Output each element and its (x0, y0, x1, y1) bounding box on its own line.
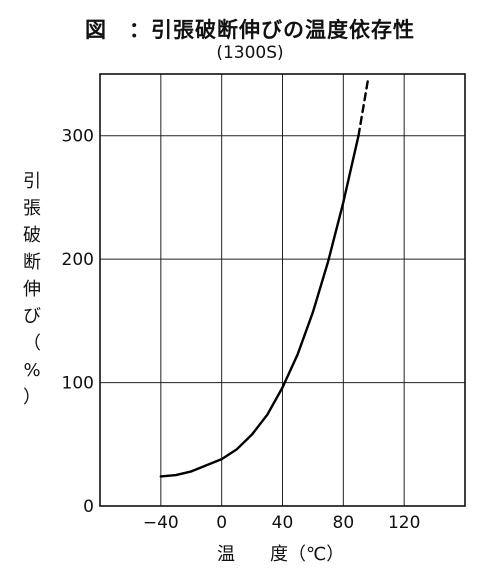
chart-subtitle: (1300S) (216, 43, 284, 63)
y-label-char: び (23, 306, 41, 327)
x-tick-label: −40 (143, 513, 179, 533)
y-label-char: 引 (23, 171, 41, 192)
plot-frame (99, 73, 466, 507)
y-tick-label: 200 (62, 250, 94, 270)
y-axis-label: 引 張 破 断 伸 び （ % ） (20, 168, 44, 411)
y-tick-label: 300 (62, 127, 94, 147)
y-label-char: 断 (23, 252, 41, 273)
x-tick-label: 80 (333, 513, 355, 533)
chart-title: 図 ：引張破断伸びの温度依存性 (85, 18, 415, 42)
y-tick-label: 100 (62, 374, 94, 394)
x-label-part: 温 (217, 544, 235, 565)
y-label-char: 張 (23, 198, 41, 219)
x-tick-label: 0 (216, 513, 227, 533)
series-line (159, 134, 360, 478)
y-label-char: % (23, 360, 41, 381)
y-label-char: 伸 (23, 279, 41, 300)
x-tick-label: 40 (272, 513, 294, 533)
y-label-char: 破 (23, 225, 41, 246)
y-label-char: ） (23, 387, 41, 408)
x-tick-label: 120 (388, 513, 420, 533)
y-label-char: （ (23, 333, 41, 354)
y-tick-label: 0 (83, 497, 94, 517)
extrapolated-series-line (357, 80, 369, 137)
x-label-part: 度（℃） (270, 544, 345, 565)
